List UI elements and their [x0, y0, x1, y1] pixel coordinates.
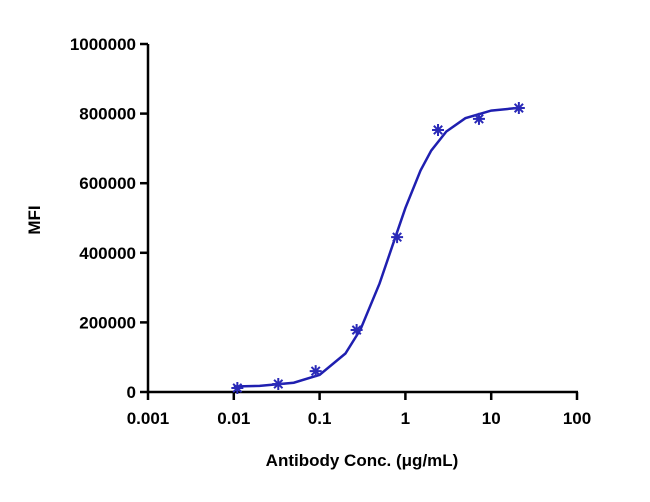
data-point	[391, 231, 404, 244]
x-tick-label: 0.001	[127, 409, 170, 428]
data-point	[472, 112, 485, 125]
data-point	[432, 123, 445, 136]
y-tick-label: 800000	[79, 105, 136, 124]
y-axis-label: MFI	[25, 205, 44, 234]
data-point	[231, 381, 244, 394]
y-tick-label: 0	[127, 383, 136, 402]
data-point	[350, 324, 363, 337]
y-tick-label: 200000	[79, 313, 136, 332]
data-point	[272, 377, 285, 390]
x-tick-label: 0.1	[308, 409, 332, 428]
x-tick-label: 0.01	[217, 409, 250, 428]
x-tick-label: 1	[401, 409, 410, 428]
x-tick-label: 10	[482, 409, 501, 428]
x-axis-label: Antibody Conc. (μg/mL)	[266, 451, 459, 470]
x-tick-label: 100	[563, 409, 591, 428]
y-tick-label: 600000	[79, 174, 136, 193]
y-tick-label: 1000000	[70, 35, 136, 54]
fit-curve	[233, 106, 519, 388]
y-tick-label: 400000	[79, 244, 136, 263]
data-point	[512, 102, 525, 115]
data-point	[309, 365, 322, 378]
